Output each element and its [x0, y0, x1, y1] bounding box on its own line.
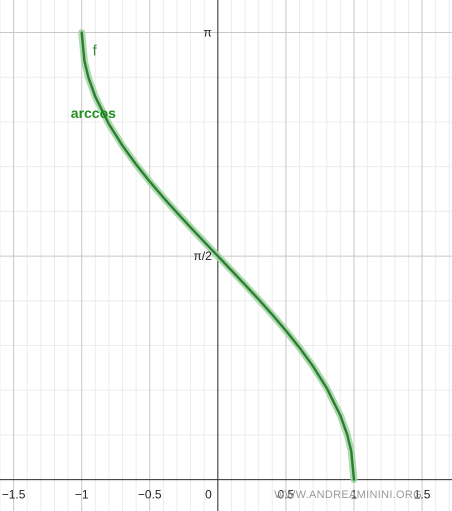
x-tick-label: 0.5	[278, 488, 295, 502]
arccos-curve	[80, 31, 356, 481]
x-tick-labels: −1.5 −1 −0.5 0 0.5 1 1.5	[2, 488, 431, 502]
y-tick-label: π	[204, 26, 212, 40]
x-tick-label: −1	[75, 488, 89, 502]
y-tick-label: π/2	[194, 249, 213, 263]
y-tick-labels: π/2 π	[194, 26, 213, 264]
x-tick-label: −0.5	[138, 488, 162, 502]
watermark: WWW.ANDREAMININI.ORG	[274, 489, 422, 501]
x-tick-label: 1.5	[414, 488, 431, 502]
arccos-curve-group	[78, 29, 358, 484]
x-tick-label: 0	[205, 488, 212, 502]
x-tick-label: −1.5	[2, 488, 26, 502]
curve-label-arccos: arccos	[71, 105, 116, 121]
function-name-label: f	[93, 43, 98, 60]
x-tick-label: 1	[351, 488, 358, 502]
